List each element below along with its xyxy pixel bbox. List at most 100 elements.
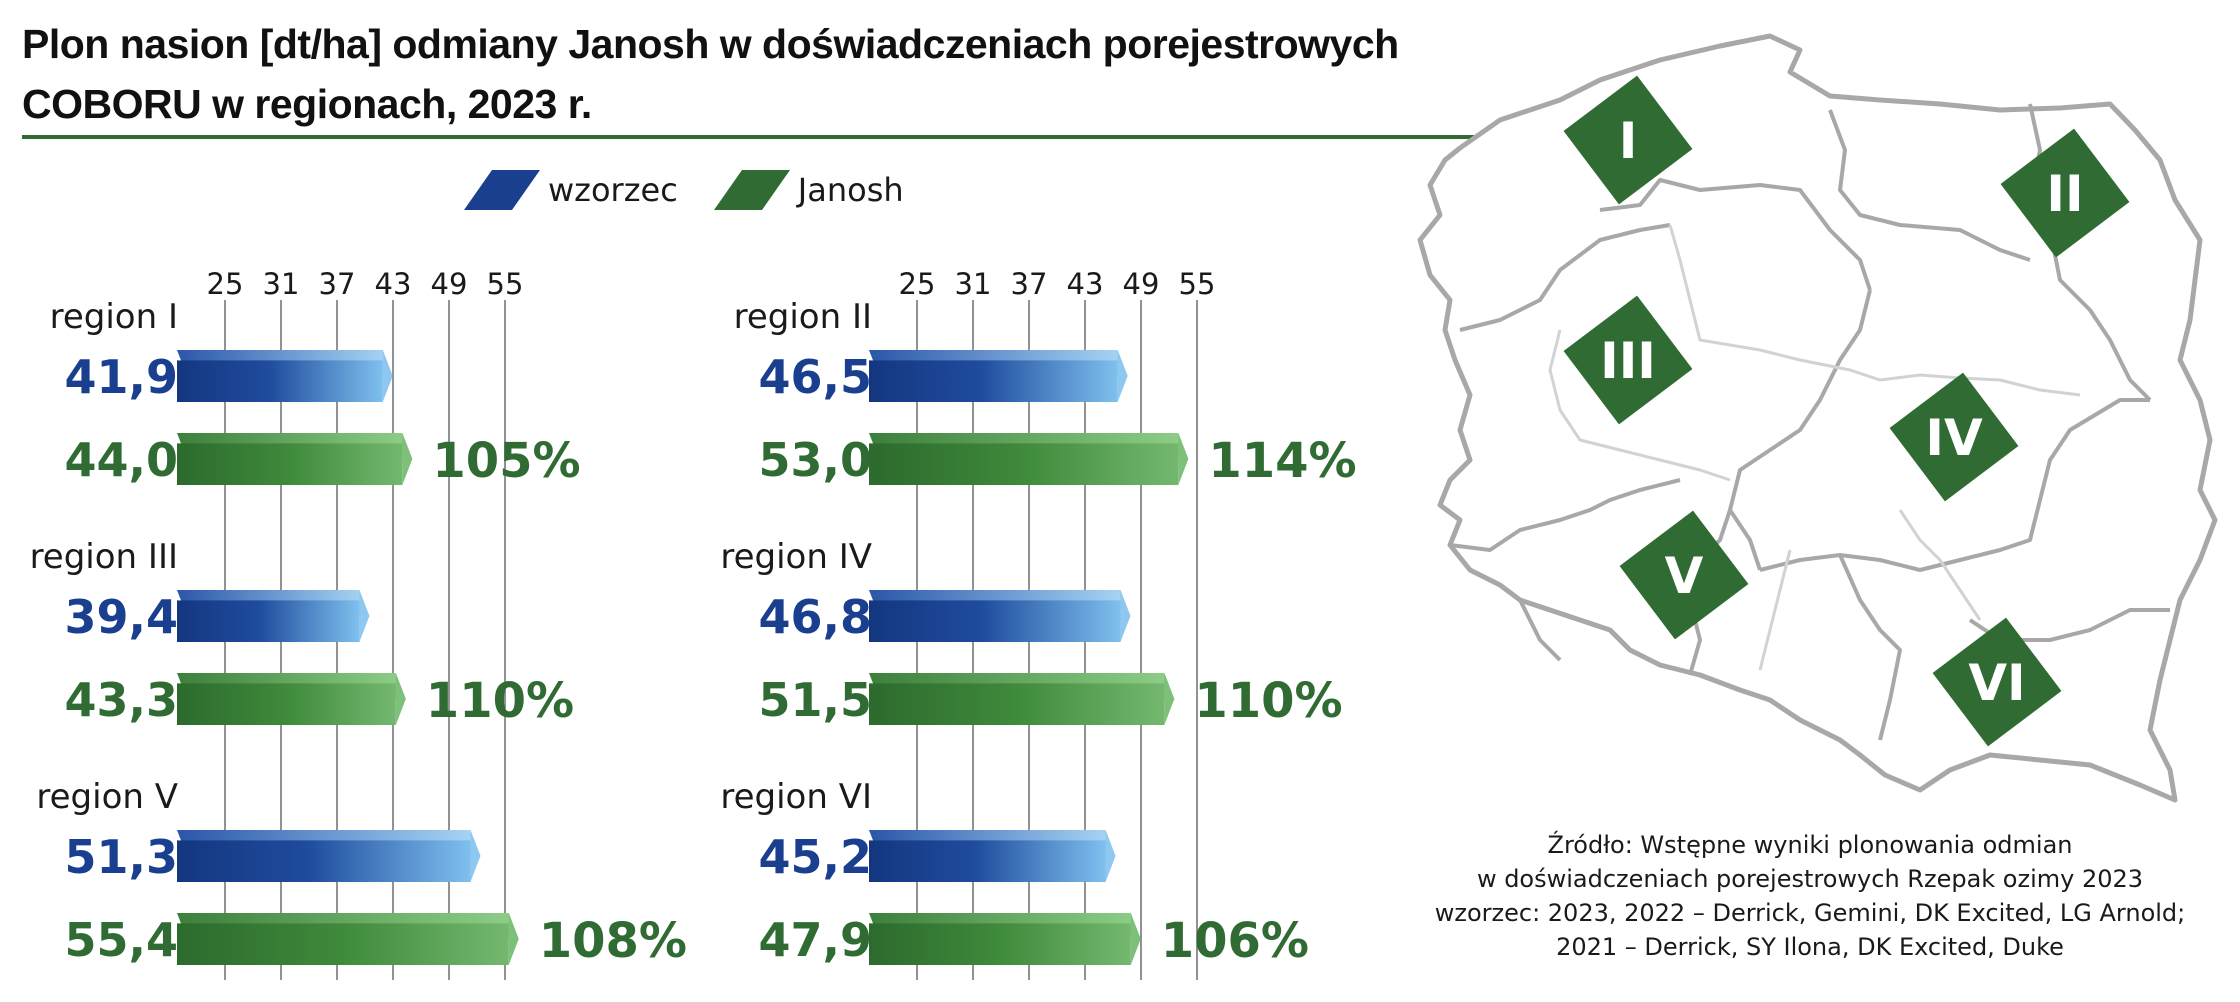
x-tick-label: 49 [431, 267, 468, 301]
chart-title-line-1: Plon nasion [dt/ha] odmiany Janosh w doś… [22, 21, 1399, 67]
map-region-tile-II [2000, 128, 2130, 258]
bar-janosh [869, 433, 1189, 485]
map-region-tile-bg [1619, 510, 1749, 640]
bar-janosh-end [1130, 913, 1141, 965]
x-tick-label: 31 [263, 267, 300, 301]
data-label-wzorzec: 45,2 [759, 830, 873, 884]
bar-janosh-end [508, 913, 519, 965]
percent-label: 108% [539, 913, 687, 969]
percent-label: 105% [432, 433, 580, 489]
region-label: region I [50, 297, 178, 337]
x-tick-label: 49 [1123, 267, 1160, 301]
bar-wzorzec-front [869, 600, 1121, 642]
bar-janosh-end [402, 433, 413, 485]
source-line-1: Źródło: Wstępne wyniki plonowania odmian [1547, 831, 2073, 859]
bar-wzorzec [177, 590, 370, 642]
data-label-janosh: 44,0 [65, 433, 179, 487]
bar-wzorzec-front [177, 840, 471, 882]
bar-janosh-front [177, 443, 403, 485]
bar-wzorzec-front [869, 360, 1118, 402]
x-tick-label: 25 [207, 267, 244, 301]
data-label-janosh: 47,9 [759, 913, 873, 967]
x-tick-label: 25 [899, 267, 936, 301]
map-region-tile-III [1563, 295, 1693, 425]
map-region-tile-bg [2000, 128, 2130, 258]
bar-wzorzec [177, 830, 481, 882]
bar-wzorzec-end [1120, 590, 1131, 642]
x-tick-label: 43 [375, 267, 412, 301]
bar-wzorzec-front [869, 840, 1106, 882]
chart-title: Plon nasion [dt/ha] odmiany Janosh w doś… [22, 14, 1462, 134]
bar-janosh-front [869, 443, 1179, 485]
bar-wzorzec-end [382, 350, 393, 402]
map-region-tile-bg [1889, 372, 2019, 502]
chart-title-line-2: COBORU w regionach, 2023 r. [22, 81, 592, 127]
bar-janosh [177, 913, 519, 965]
legend-label-janosh: Janosh [797, 171, 904, 209]
bar-wzorzec-end [1117, 350, 1128, 402]
map-region-label: III [1600, 332, 1656, 390]
map-region-tile-IV [1889, 372, 2019, 502]
bar-wzorzec-end [470, 830, 481, 882]
percent-label: 110% [1194, 673, 1342, 729]
bar-janosh-front [177, 923, 509, 965]
map-voivodeship-borders [1449, 103, 2170, 741]
data-label-janosh: 53,0 [759, 433, 873, 487]
map-region-label: I [1619, 112, 1638, 170]
percent-label: 114% [1208, 433, 1356, 489]
map-region-label: II [2046, 165, 2083, 223]
map-region-tile-VI [1932, 617, 2062, 747]
legend-label-wzorzec: wzorzec [548, 171, 678, 209]
data-label-wzorzec: 46,5 [759, 350, 873, 404]
bar-group: region III 39,4 43,3 110% [30, 537, 575, 729]
bar-wzorzec-front [177, 600, 360, 642]
bar-group: region II 46,5 53,0 114% [734, 297, 1357, 489]
x-tick-label: 37 [1011, 267, 1048, 301]
bar-janosh [177, 433, 413, 485]
x-tick-label: 37 [319, 267, 356, 301]
map-outline [1417, 33, 2218, 803]
bar-wzorzec-end [1105, 830, 1116, 882]
source-note: Źródło: Wstępne wyniki plonowania odmian… [1380, 828, 2240, 964]
bar-group: region VI 45,2 47,9 106% [720, 777, 1309, 969]
bar-janosh [869, 913, 1141, 965]
data-label-wzorzec: 46,8 [759, 590, 873, 644]
legend-item-janosh: Janosh [713, 170, 904, 210]
bar-group: region IV 46,8 51,5 110% [720, 537, 1342, 729]
legend: wzorzec Janosh [463, 165, 954, 215]
map-subregion-borders [1548, 224, 2081, 671]
data-label-janosh: 55,4 [65, 913, 179, 967]
bar-wzorzec [177, 350, 393, 402]
bar-wzorzec-end [359, 590, 370, 642]
source-line-4: 2021 – Derrick, SY Ilona, DK Excited, Du… [1556, 933, 2064, 961]
region-label: region V [36, 777, 178, 817]
map-region-tile-bg [1563, 75, 1693, 205]
bar-janosh-end [395, 673, 406, 725]
data-label-janosh: 43,3 [65, 673, 179, 727]
bar-wzorzec [869, 830, 1116, 882]
bar-group: region I 41,9 44,0 105% [50, 297, 581, 489]
bar-janosh-front [177, 683, 396, 725]
region-label: region VI [720, 777, 872, 817]
source-line-2: w doświadczeniach porejestrowych Rzepak … [1476, 865, 2144, 893]
source-line-3: wzorzec: 2023, 2022 – Derrick, Gemini, D… [1434, 899, 2186, 927]
legend-item-wzorzec: wzorzec [463, 170, 678, 210]
region-label: region II [734, 297, 872, 337]
x-tick-label: 31 [955, 267, 992, 301]
bar-janosh [177, 673, 406, 725]
bar-group: region V 51,3 55,4 108% [36, 777, 687, 969]
x-tick-label: 43 [1067, 267, 1104, 301]
data-label-wzorzec: 51,3 [65, 830, 179, 884]
x-tick-label: 55 [487, 267, 524, 301]
bar-wzorzec [869, 350, 1128, 402]
bar-janosh-front [869, 923, 1131, 965]
map-region-label: V [1665, 547, 1704, 605]
data-label-wzorzec: 41,9 [65, 350, 179, 404]
bar-wzorzec [869, 590, 1131, 642]
bar-janosh-end [1178, 433, 1189, 485]
map-region-label: VI [1968, 654, 2025, 712]
